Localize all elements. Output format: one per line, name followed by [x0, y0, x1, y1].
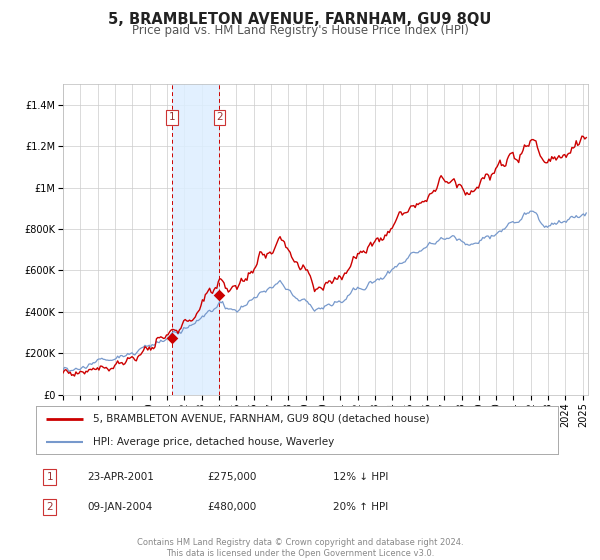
- Text: 12% ↓ HPI: 12% ↓ HPI: [333, 472, 388, 482]
- Text: 2: 2: [46, 502, 53, 512]
- Text: £275,000: £275,000: [207, 472, 256, 482]
- Point: [215, 291, 224, 300]
- Text: 2: 2: [216, 112, 223, 122]
- Text: Price paid vs. HM Land Registry's House Price Index (HPI): Price paid vs. HM Land Registry's House …: [131, 24, 469, 36]
- Bar: [172, 84, 220, 395]
- Text: £480,000: £480,000: [207, 502, 256, 512]
- Text: 5, BRAMBLETON AVENUE, FARNHAM, GU9 8QU: 5, BRAMBLETON AVENUE, FARNHAM, GU9 8QU: [109, 12, 491, 27]
- Text: HPI: Average price, detached house, Waverley: HPI: Average price, detached house, Wave…: [94, 437, 335, 447]
- Text: 09-JAN-2004: 09-JAN-2004: [87, 502, 152, 512]
- Text: 20% ↑ HPI: 20% ↑ HPI: [333, 502, 388, 512]
- Text: 23-APR-2001: 23-APR-2001: [87, 472, 154, 482]
- Point: [167, 333, 177, 342]
- Text: Contains HM Land Registry data © Crown copyright and database right 2024.: Contains HM Land Registry data © Crown c…: [137, 538, 463, 547]
- Text: 5, BRAMBLETON AVENUE, FARNHAM, GU9 8QU (detached house): 5, BRAMBLETON AVENUE, FARNHAM, GU9 8QU (…: [94, 414, 430, 424]
- Text: 1: 1: [46, 472, 53, 482]
- Text: This data is licensed under the Open Government Licence v3.0.: This data is licensed under the Open Gov…: [166, 549, 434, 558]
- Text: 1: 1: [169, 112, 176, 122]
